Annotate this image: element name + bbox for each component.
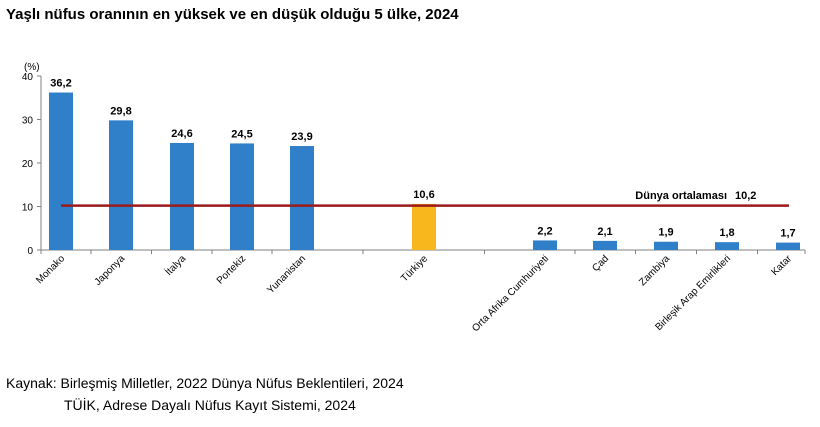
bar-10 — [715, 242, 739, 250]
bar-7 — [533, 240, 557, 250]
source-line-1: Kaynak: Birleşmiş Milletler, 2022 Dünya … — [6, 375, 404, 391]
x-category-label: Japonya — [93, 253, 128, 288]
bar-1 — [49, 92, 73, 250]
bar-value-label: 2,1 — [597, 226, 612, 238]
x-category-label: Portekiz — [215, 253, 248, 286]
bar-value-label: 1,9 — [658, 227, 673, 239]
x-category-label: Yunanistan — [265, 253, 308, 296]
bar-value-label: 10,6 — [413, 189, 434, 201]
source-note: Kaynak: Birleşmiş Milletler, 2022 Dünya … — [6, 372, 404, 416]
x-category-label: Katar — [769, 253, 794, 278]
y-axis-unit-label: (%) — [24, 62, 40, 73]
bar-value-label: 1,7 — [780, 228, 795, 240]
bar-value-label: 24,6 — [171, 128, 192, 140]
bar-9 — [654, 241, 678, 250]
y-tick-label: 30 — [22, 116, 34, 127]
y-tick-label: 10 — [22, 203, 34, 214]
bar-2 — [109, 120, 133, 251]
x-category-label: Zambiya — [637, 253, 672, 288]
x-category-label: Orta Afrika Cumhuriyeti — [470, 253, 551, 334]
source-line-2: TÜİK, Adrese Dayalı Nüfus Kayıt Sistemi,… — [64, 397, 356, 413]
x-category-label: Türkiye — [399, 253, 430, 284]
reference-line-value: 10,2 — [735, 190, 756, 202]
bar-value-label: 36,2 — [50, 78, 71, 90]
bar-8 — [593, 240, 617, 250]
bar-5 — [290, 146, 314, 250]
x-category-label: Çad — [590, 253, 611, 274]
bar-11 — [776, 242, 800, 250]
y-tick-label: 0 — [27, 246, 33, 257]
bar-value-label: 29,8 — [110, 105, 131, 117]
bar-4 — [230, 143, 254, 250]
y-tick-label: 40 — [22, 72, 34, 83]
bar-value-label: 1,8 — [719, 227, 734, 239]
bar-value-label: 2,2 — [537, 225, 552, 237]
x-category-label: İtalya — [162, 252, 188, 278]
y-tick-label: 20 — [22, 159, 34, 170]
bar-6 — [412, 203, 436, 250]
bar-value-label: 23,9 — [291, 131, 312, 143]
bar-value-label: 24,5 — [231, 128, 252, 140]
reference-line-label: Dünya ortalaması — [635, 190, 727, 202]
x-category-label: Monako — [34, 253, 67, 286]
bar-3 — [170, 142, 194, 250]
chart-title: Yaşlı nüfus oranının en yüksek ve en düş… — [6, 6, 459, 23]
